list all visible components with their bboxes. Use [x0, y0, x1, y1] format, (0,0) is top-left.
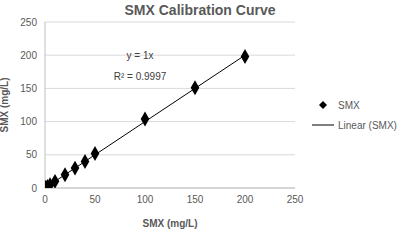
svg-text:50: 50	[26, 149, 38, 160]
svg-text:SMX (mg/L): SMX (mg/L)	[143, 218, 198, 229]
svg-text:250: 250	[287, 194, 304, 205]
svg-text:100: 100	[137, 194, 154, 205]
svg-text:50: 50	[89, 194, 101, 205]
svg-text:200: 200	[20, 50, 37, 61]
svg-text:100: 100	[20, 116, 37, 127]
svg-text:0: 0	[42, 194, 48, 205]
html-text:y = 1x: y = 1x	[126, 50, 154, 61]
html-text:R² = 0.9997: R² = 0.9997	[113, 71, 167, 82]
html-text:SMX Calibration Curve: SMX Calibration Curve	[124, 2, 276, 18]
svg-text:SMX (mg/L): SMX (mg/L)	[8, 78, 10, 133]
svg-text:200: 200	[237, 194, 254, 205]
svg-text:150: 150	[20, 83, 37, 94]
html-text:Linear (SMX): Linear (SMX)	[338, 119, 397, 131]
svg-text:0: 0	[31, 183, 37, 194]
svg-text:250: 250	[20, 17, 37, 28]
svg-text:150: 150	[187, 194, 204, 205]
html-text:SMX: SMX	[338, 99, 360, 111]
